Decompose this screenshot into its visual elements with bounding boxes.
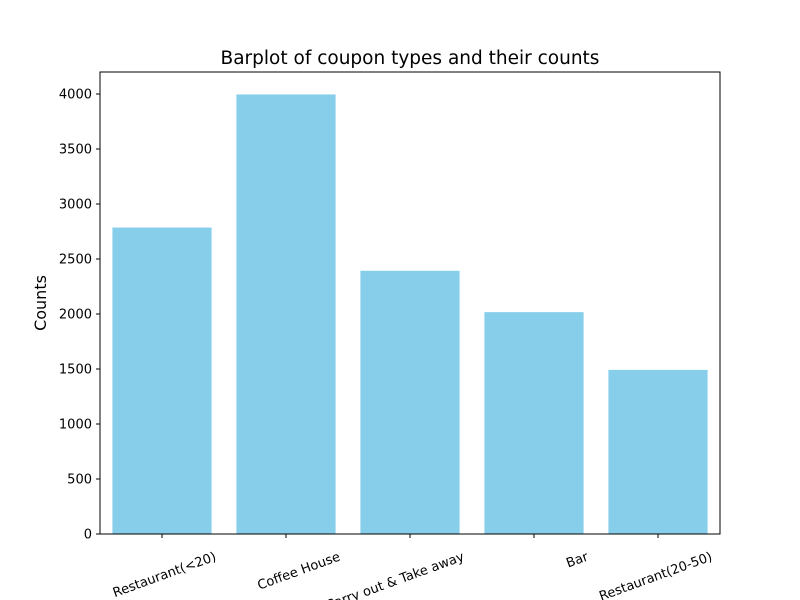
y-tick-label: 2000 xyxy=(59,308,92,323)
plot-frame xyxy=(99,71,721,535)
x-tick-label: Coffee House xyxy=(256,550,343,594)
y-tick-label: 500 xyxy=(67,473,92,488)
y-tick-label: 3000 xyxy=(59,198,92,213)
y-tick-label: 4000 xyxy=(59,88,92,103)
y-axis-ticks: 0 500 1000 1500 2000 2500 3000 3500 4000 xyxy=(59,88,100,543)
y-tick-label: 1500 xyxy=(59,363,92,378)
bar-0 xyxy=(112,227,212,535)
x-tick-label: Carry out & Take away xyxy=(324,550,467,600)
chart-title: Barplot of coupon types and their counts xyxy=(221,48,600,69)
bar-2 xyxy=(360,270,460,534)
bar-1 xyxy=(236,94,336,534)
y-tick-label: 2500 xyxy=(59,253,92,268)
x-tick-label: Restaurant(<20) xyxy=(111,550,218,600)
y-tick-label: 3500 xyxy=(59,143,92,158)
x-tick-label: Restaurant(20-50) xyxy=(597,550,714,600)
bar-4 xyxy=(608,369,708,534)
x-tick-label: Bar xyxy=(564,549,591,571)
bar-group xyxy=(112,94,708,535)
y-axis-title: Counts xyxy=(31,275,50,331)
y-tick-label: 1000 xyxy=(59,418,92,433)
bar-3 xyxy=(484,312,584,534)
y-tick-label: 0 xyxy=(84,528,92,543)
